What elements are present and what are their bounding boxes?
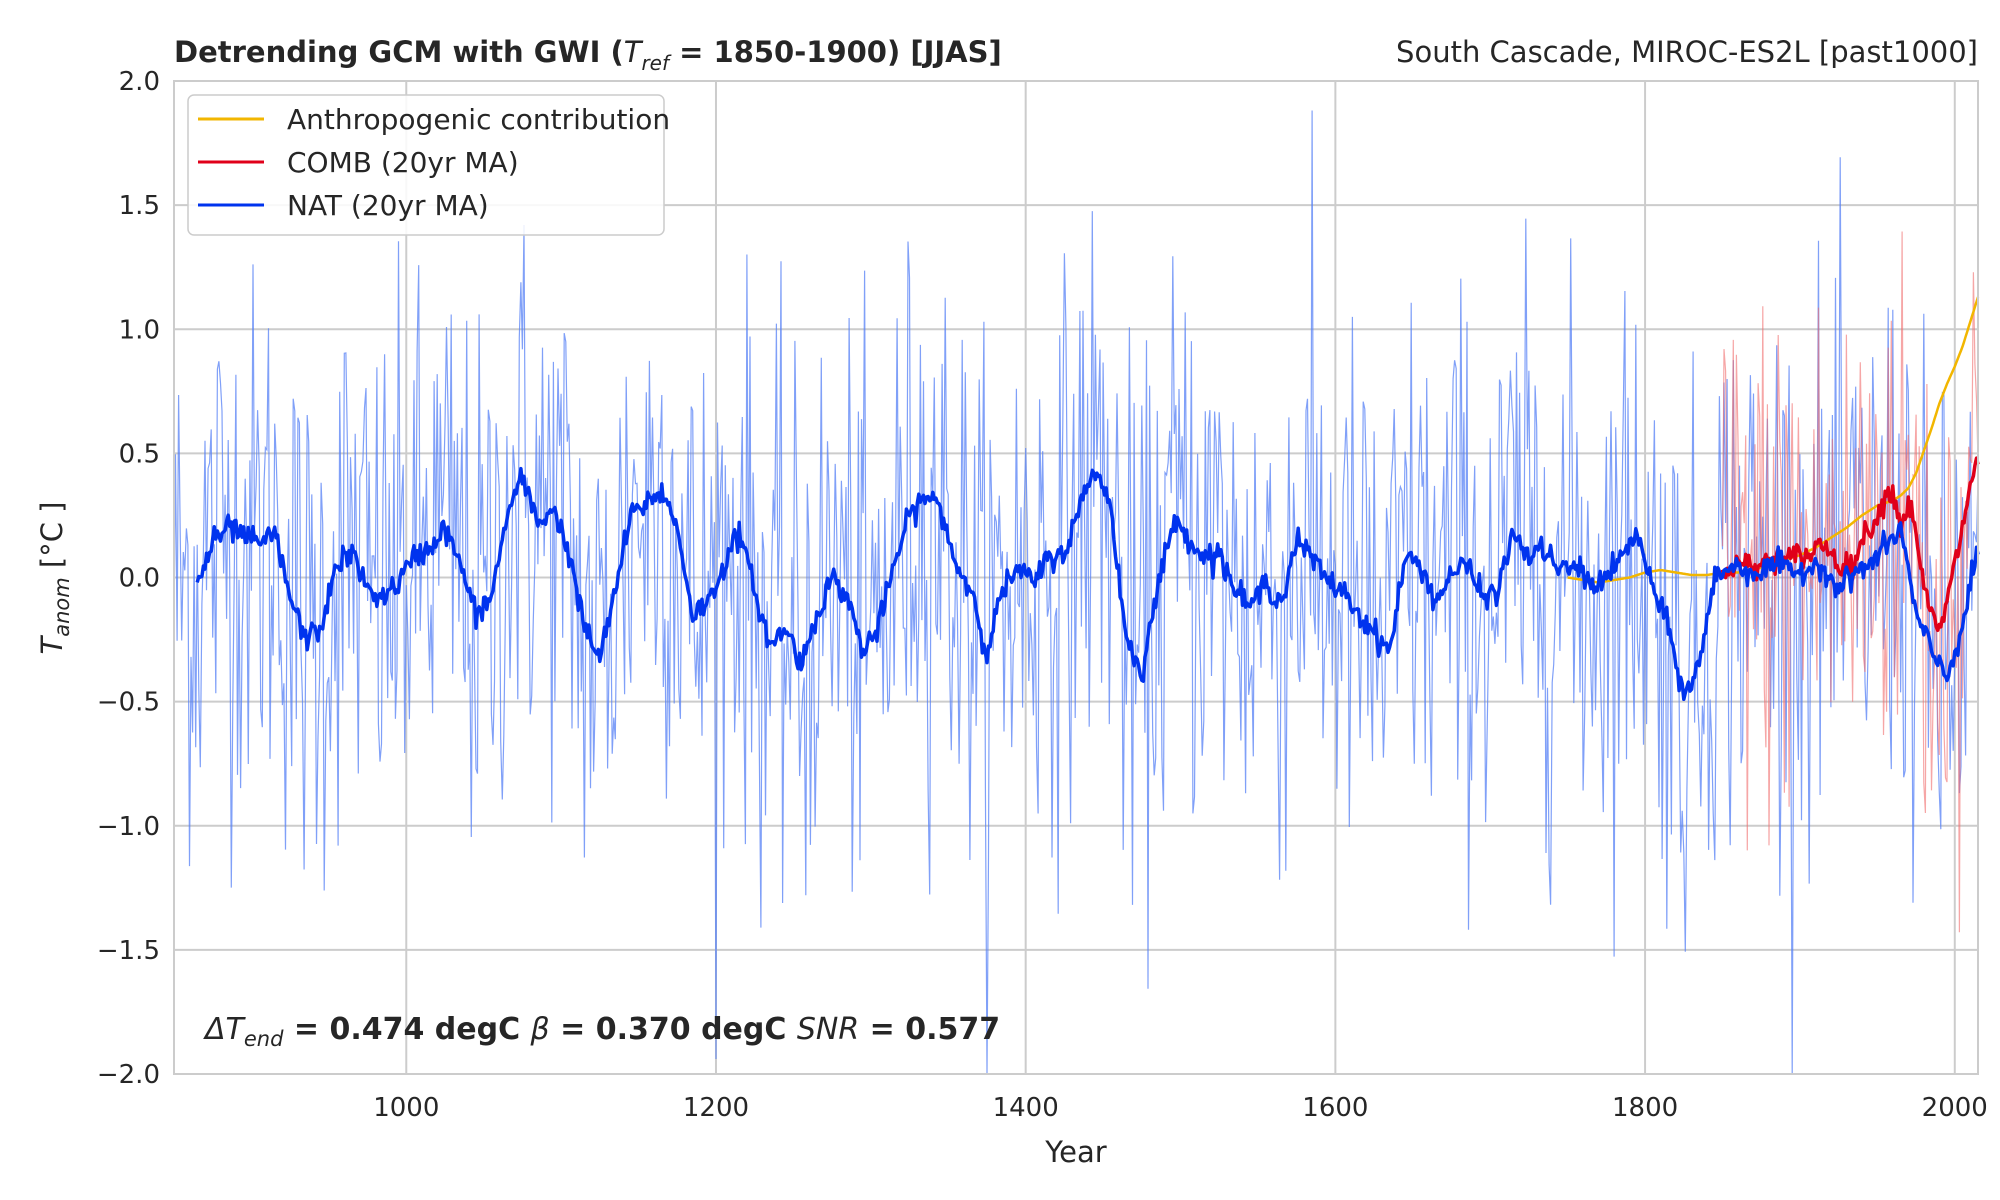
- legend-label-nat: NAT (20yr MA): [287, 189, 489, 222]
- series-line-nat: [195, 466, 1980, 702]
- x-tick-label: 1400: [993, 1093, 1059, 1123]
- y-tick-label: 1.0: [119, 315, 160, 345]
- y-tick-labels: 2.0 1.5 1.0 0.5 0.0 −0.5 −1.0 −1.5 −2.0: [97, 67, 160, 1090]
- y-tick-label: 1.5: [119, 191, 160, 221]
- x-tick-label: 1000: [373, 1093, 439, 1123]
- legend-label-anthropogenic: Anthropogenic contribution: [287, 103, 670, 136]
- series-line-comb: [1720, 456, 1980, 633]
- y-tick-label: −1.0: [97, 812, 160, 842]
- nat-annual-line: [173, 110, 1979, 1075]
- chart-subtitle: South Cascade, MIROC-ES2L [past1000]: [1396, 35, 1978, 69]
- chart-title: Detrending GCM with GWI (Tref = 1850-190…: [174, 35, 1002, 75]
- stats-annotation: ΔTend = 0.474 degC β = 0.370 degC SNR = …: [203, 1012, 1000, 1051]
- y-tick-label: 0.0: [119, 564, 160, 594]
- y-tick-label: 2.0: [119, 67, 160, 97]
- y-tick-label: 0.5: [119, 439, 160, 469]
- y-tick-label: −1.5: [97, 936, 160, 966]
- y-axis-label: Tanom [°C ]: [35, 501, 74, 654]
- x-tick-labels: 1000 1200 1400 1600 1800 2000: [373, 1093, 1988, 1123]
- y-tick-label: −2.0: [97, 1060, 160, 1090]
- x-tick-label: 1600: [1302, 1093, 1368, 1123]
- y-tick-label: −0.5: [97, 688, 160, 718]
- x-axis-label: Year: [1044, 1135, 1106, 1169]
- x-tick-label: 1200: [683, 1093, 749, 1123]
- legend-label-comb: COMB (20yr MA): [287, 146, 519, 179]
- legend: Anthropogenic contribution COMB (20yr MA…: [187, 94, 670, 236]
- x-tick-label: 1800: [1612, 1093, 1678, 1123]
- x-tick-label: 2000: [1922, 1093, 1988, 1123]
- legend-box: [187, 94, 665, 236]
- grid-lines: [174, 81, 1978, 1074]
- plot-frame: [173, 80, 1979, 1075]
- plot-area: [173, 110, 1980, 1075]
